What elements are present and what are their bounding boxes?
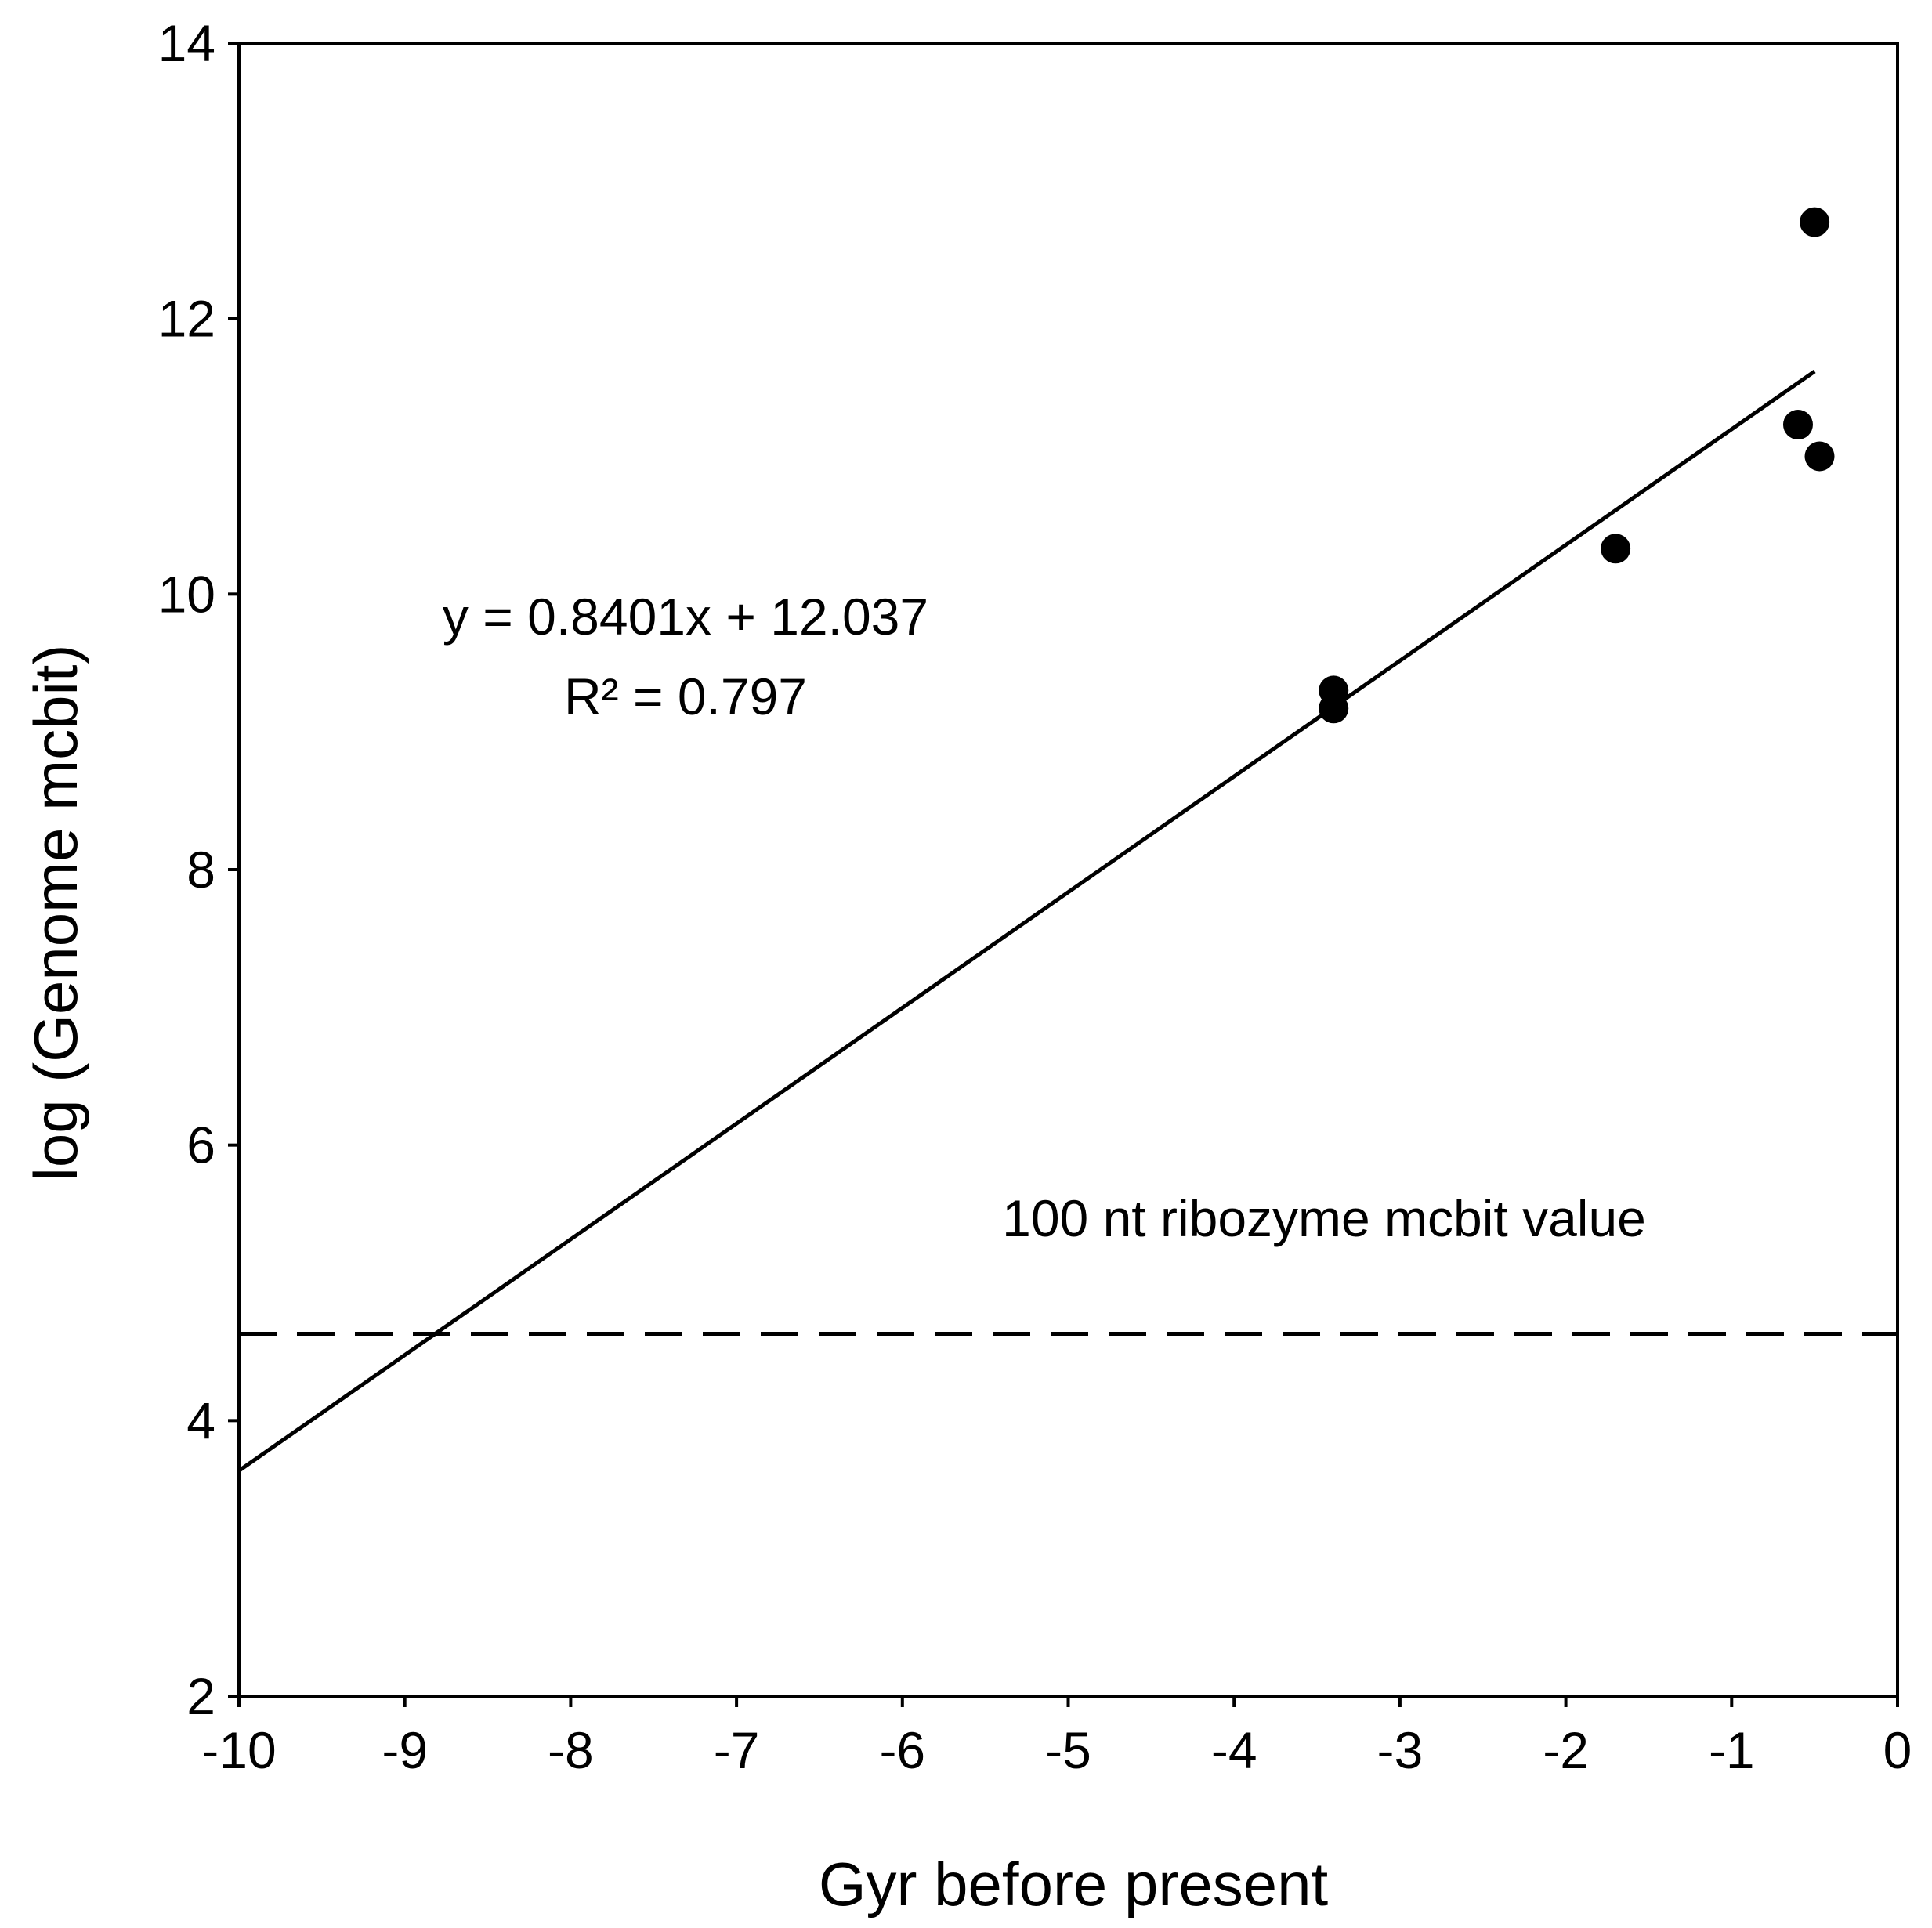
x-tick-label: 0 <box>1883 1721 1912 1779</box>
data-point-4 <box>1782 410 1813 440</box>
trendline <box>237 369 1816 1473</box>
data-point-3 <box>1601 534 1631 564</box>
data-point-2 <box>1319 693 1349 724</box>
x-tick-label: -1 <box>1709 1721 1755 1779</box>
y-tick-label: 2 <box>186 1667 215 1725</box>
y-axis-title: log (Genome mcbit) <box>21 645 90 1181</box>
x-axis-title: Gyr before present <box>819 1850 1329 1919</box>
reference-line-label: 100 nt ribozyme mcbit value <box>1002 1189 1646 1247</box>
x-tick-label: -4 <box>1211 1721 1257 1779</box>
x-tick-label: -10 <box>201 1721 276 1779</box>
data-points <box>1319 207 1835 724</box>
y-tick-label: 4 <box>186 1391 215 1449</box>
x-tick-label: -3 <box>1377 1721 1424 1779</box>
plot-frame <box>237 42 1899 1698</box>
trendline-r2: R² = 0.797 <box>564 667 807 725</box>
plot-border <box>237 42 1899 1698</box>
y-tick-label: 10 <box>158 565 215 623</box>
y-tick-label: 6 <box>186 1116 215 1174</box>
trendline-group <box>237 369 1816 1473</box>
y-tick-label: 14 <box>158 14 215 72</box>
x-tick-label: -5 <box>1045 1721 1091 1779</box>
x-tick-label: -6 <box>879 1721 925 1779</box>
x-tick-label: -7 <box>714 1721 760 1779</box>
trendline-equation: y = 0.8401x + 12.037 <box>443 588 928 646</box>
x-tick-label: -8 <box>548 1721 594 1779</box>
data-point-5 <box>1800 207 1830 237</box>
x-tick-label: -9 <box>382 1721 428 1779</box>
x-tick-label: -2 <box>1543 1721 1589 1779</box>
y-tick-label: 12 <box>158 290 215 348</box>
y-tick-label: 8 <box>186 841 215 899</box>
data-point-6 <box>1804 441 1835 472</box>
